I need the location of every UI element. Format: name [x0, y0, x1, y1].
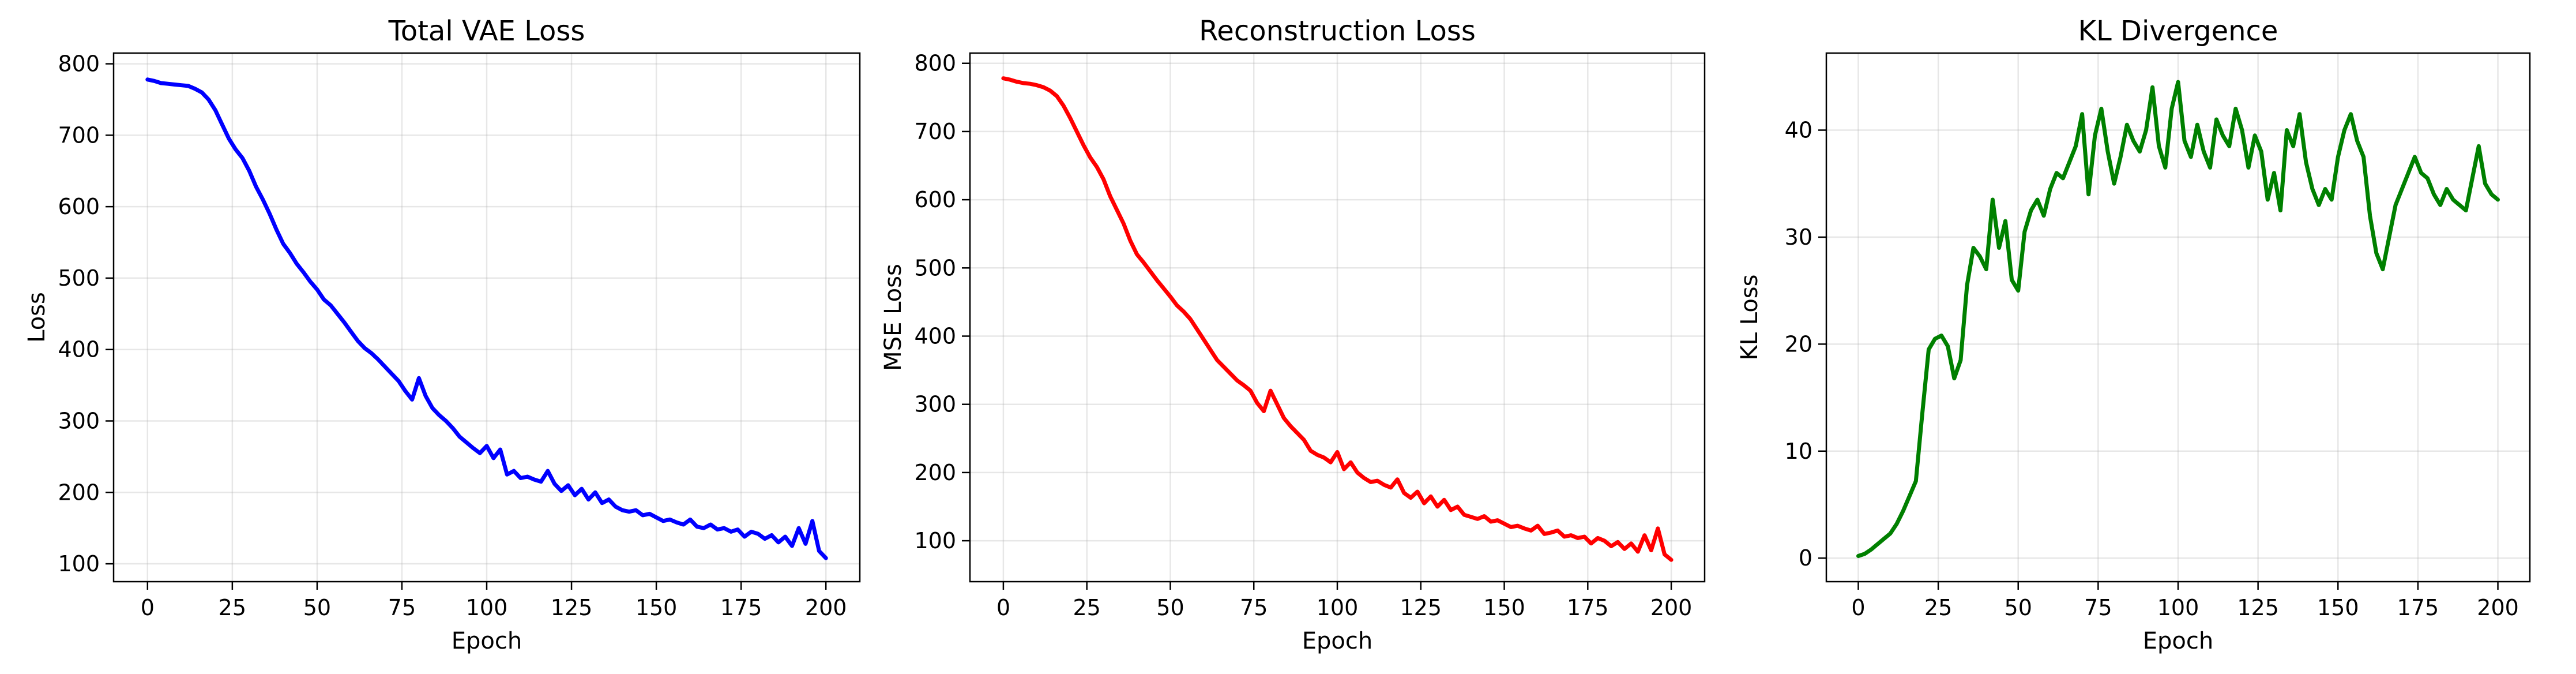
y-tick-label: 700	[914, 119, 956, 144]
y-tick-label: 200	[914, 460, 956, 485]
x-tick-label: 25	[1073, 595, 1101, 620]
x-tick-label: 150	[635, 595, 678, 620]
x-tick-label: 75	[1240, 595, 1268, 620]
x-tick-label: 175	[720, 595, 762, 620]
x-tick-label: 200	[1650, 595, 1693, 620]
x-tick-label: 25	[219, 595, 246, 620]
y-tick-label: 500	[58, 265, 100, 291]
y-tick-label: 500	[914, 255, 956, 280]
x-tick-label: 50	[303, 595, 331, 620]
chart-panel-1: 0 25 50 75 100 125 150 175 200 100 200 300 400 500 600…	[24, 15, 861, 654]
chart-title: KL Divergence	[2078, 15, 2278, 47]
y-tick-label: 800	[58, 51, 100, 77]
y-tick-label: 400	[914, 324, 956, 349]
series-line-1	[145, 77, 828, 560]
y-tick-label: 200	[58, 480, 100, 505]
x-tick-label: 0	[1851, 595, 1865, 620]
y-axis-label: Loss	[24, 292, 50, 343]
x-tick-label: 125	[2237, 595, 2279, 620]
x-tick-label: 125	[1400, 595, 1442, 620]
chart-title: Reconstruction Loss	[1199, 15, 1476, 47]
y-tick-label: 10	[1785, 439, 1812, 464]
x-tick-label: 100	[2157, 595, 2199, 620]
x-axis-label: Epoch	[2143, 628, 2213, 654]
x-tick-label: 25	[1924, 595, 1952, 620]
series-line-1	[1001, 76, 1674, 562]
y-tick-label: 800	[914, 51, 956, 76]
x-tick-label: 150	[1483, 595, 1525, 620]
x-tick-label: 125	[551, 595, 593, 620]
x-tick-label: 75	[388, 595, 416, 620]
y-tick-label: 600	[58, 194, 100, 219]
x-tick-label: 200	[805, 595, 847, 620]
chart-panel-3: 0 25 50 75 100 125 150 175 200 0 10 20 30 40 KL Diverg…	[1736, 15, 2531, 654]
chart-title: Total VAE Loss	[388, 15, 585, 47]
y-tick-label: 600	[914, 187, 956, 212]
series-line-1	[1856, 80, 2500, 558]
x-tick-label: 0	[141, 595, 155, 620]
y-tick-label: 0	[1799, 545, 1812, 571]
x-tick-label: 0	[996, 595, 1010, 620]
x-tick-label: 150	[2317, 595, 2359, 620]
x-tick-label: 175	[1567, 595, 1609, 620]
x-axis-label: Epoch	[1302, 628, 1372, 654]
x-tick-label: 75	[2084, 595, 2112, 620]
y-tick-label: 300	[914, 392, 956, 417]
y-tick-label: 300	[58, 408, 100, 433]
y-tick-label: 30	[1785, 224, 1812, 250]
y-tick-label: 400	[58, 337, 100, 362]
chart-panel-2: 0 25 50 75 100 125 150 175 200 100 200 300 400 500 600…	[880, 15, 1706, 654]
y-tick-label: 100	[914, 528, 956, 553]
x-tick-label: 200	[2477, 595, 2519, 620]
y-axis-label: KL Loss	[1736, 275, 1763, 361]
x-tick-label: 100	[466, 595, 508, 620]
y-axis-label: MSE Loss	[880, 264, 907, 371]
y-tick-label: 700	[58, 122, 100, 148]
y-tick-label: 40	[1785, 118, 1812, 143]
x-tick-label: 100	[1317, 595, 1359, 620]
y-tick-label: 20	[1785, 331, 1812, 357]
x-tick-label: 50	[1156, 595, 1184, 620]
y-tick-label: 100	[58, 551, 100, 576]
x-tick-label: 175	[2397, 595, 2439, 620]
x-tick-label: 50	[2005, 595, 2032, 620]
x-axis-label: Epoch	[452, 628, 522, 654]
